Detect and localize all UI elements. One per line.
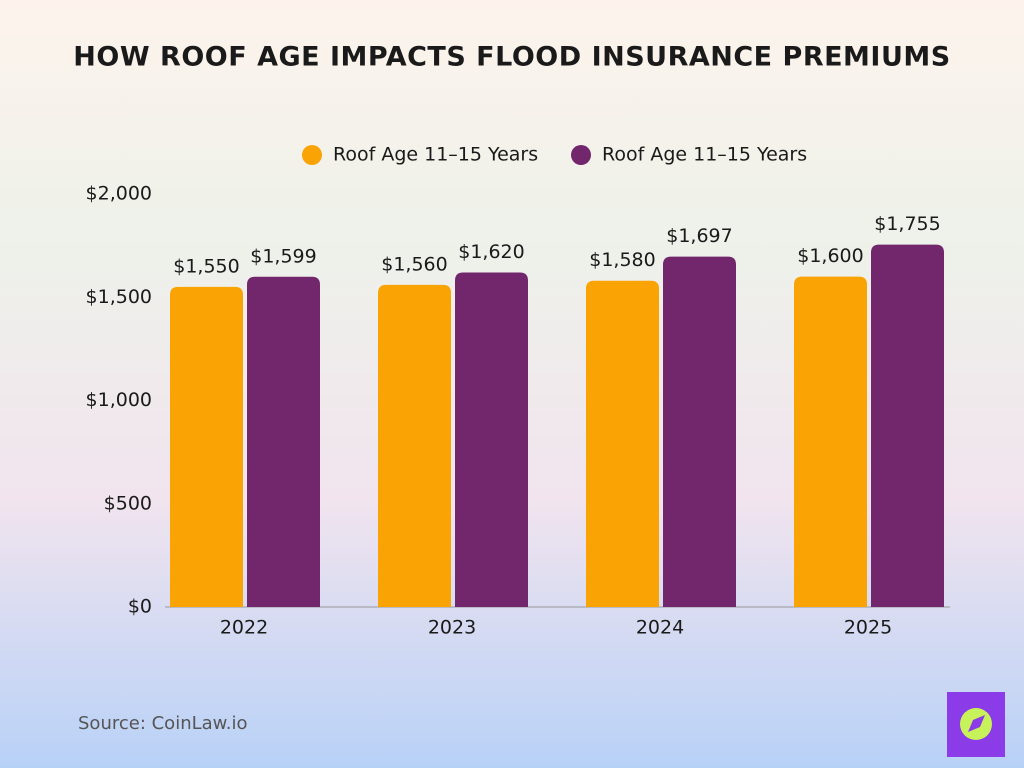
- legend-marker: [571, 145, 591, 165]
- source: Source: CoinLaw.io: [78, 713, 247, 734]
- y-tick-label: $2,000: [86, 183, 152, 205]
- value-label: $1,580: [589, 249, 655, 271]
- legend-marker: [302, 145, 322, 165]
- x-tick-label: 2024: [636, 617, 684, 639]
- bar: [455, 272, 528, 607]
- logo-needle: [968, 715, 985, 732]
- bar: [663, 256, 736, 607]
- legend-label: Roof Age 11–15 Years: [602, 144, 807, 166]
- bar: [586, 280, 659, 607]
- value-label: $1,600: [797, 245, 863, 267]
- x-tick-label: 2022: [220, 617, 268, 639]
- bar: [871, 244, 944, 607]
- logo: [947, 692, 1005, 757]
- bar: [170, 286, 243, 607]
- chart-title: How Roof Age Impacts Flood Insurance Pre…: [73, 42, 950, 73]
- bar: [794, 276, 867, 607]
- value-label: $1,560: [381, 253, 447, 275]
- value-label: $1,550: [173, 255, 239, 277]
- x-tick-label: 2025: [844, 617, 892, 639]
- value-label: $1,620: [458, 241, 524, 263]
- value-label: $1,755: [874, 213, 940, 235]
- y-tick-label: $500: [104, 492, 152, 514]
- bar: [378, 284, 451, 607]
- legend-label: Roof Age 11–15 Years: [333, 144, 538, 166]
- x-tick-label: 2023: [428, 617, 476, 639]
- y-tick-label: $1,500: [86, 286, 152, 308]
- value-label: $1,697: [666, 225, 732, 247]
- value-label: $1,599: [250, 245, 316, 267]
- bar: [247, 276, 320, 607]
- y-tick-label: $1,000: [86, 389, 152, 411]
- y-tick-label: $0: [128, 596, 152, 618]
